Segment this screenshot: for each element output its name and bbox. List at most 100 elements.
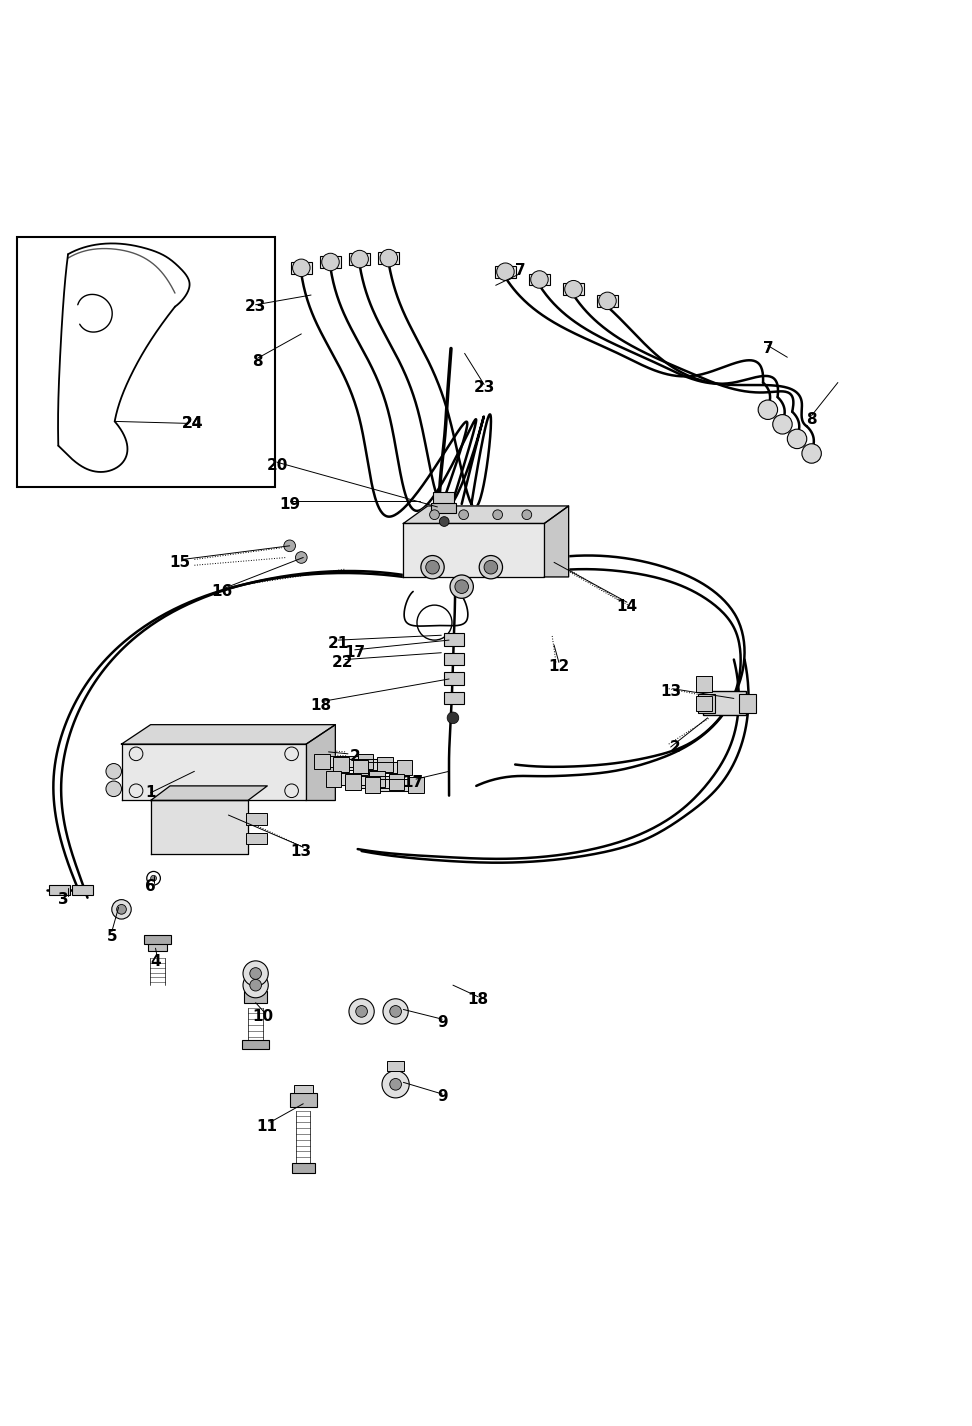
Polygon shape xyxy=(151,786,267,800)
Text: 3: 3 xyxy=(58,893,68,907)
Circle shape xyxy=(479,556,503,579)
Bar xyxy=(378,252,399,264)
Circle shape xyxy=(250,980,261,991)
Circle shape xyxy=(380,250,398,267)
Bar xyxy=(444,633,464,646)
Circle shape xyxy=(250,968,261,980)
Bar xyxy=(377,757,393,773)
Text: 23: 23 xyxy=(473,379,495,395)
Circle shape xyxy=(493,511,503,519)
Bar xyxy=(389,774,404,790)
Bar xyxy=(433,492,454,503)
Circle shape xyxy=(497,262,514,281)
Polygon shape xyxy=(306,724,335,800)
Bar xyxy=(320,257,341,268)
Circle shape xyxy=(599,292,616,309)
Text: 14: 14 xyxy=(616,599,638,613)
Bar xyxy=(345,774,361,790)
Text: 5: 5 xyxy=(107,930,117,944)
Circle shape xyxy=(117,904,126,914)
Polygon shape xyxy=(122,744,306,800)
Bar xyxy=(244,991,267,1002)
Circle shape xyxy=(322,254,339,271)
Text: 18: 18 xyxy=(310,697,331,713)
Bar xyxy=(148,941,167,951)
Bar xyxy=(369,771,385,787)
Bar xyxy=(696,676,712,692)
Polygon shape xyxy=(403,523,544,578)
Circle shape xyxy=(773,415,792,434)
Text: 21: 21 xyxy=(328,636,349,650)
Text: 1: 1 xyxy=(146,786,156,800)
Bar xyxy=(349,254,370,265)
Text: 8: 8 xyxy=(253,354,262,369)
Bar xyxy=(444,692,464,704)
Polygon shape xyxy=(544,506,569,578)
Circle shape xyxy=(284,540,295,552)
Text: 6: 6 xyxy=(145,878,156,894)
Text: 24: 24 xyxy=(182,416,203,431)
Polygon shape xyxy=(377,779,408,791)
Bar xyxy=(444,672,464,684)
Text: 2: 2 xyxy=(670,740,681,754)
Bar xyxy=(292,1164,315,1172)
Polygon shape xyxy=(151,800,248,854)
Bar xyxy=(242,1040,269,1050)
Text: 7: 7 xyxy=(515,264,525,278)
Circle shape xyxy=(439,516,449,526)
Bar xyxy=(563,284,584,295)
Circle shape xyxy=(484,560,498,575)
Circle shape xyxy=(450,575,473,599)
Bar xyxy=(294,1085,313,1094)
Circle shape xyxy=(531,271,548,288)
Text: 12: 12 xyxy=(548,659,570,674)
Circle shape xyxy=(522,511,532,519)
Polygon shape xyxy=(346,759,377,770)
Text: 24: 24 xyxy=(182,416,203,431)
Text: 15: 15 xyxy=(169,555,191,570)
Text: 19: 19 xyxy=(279,496,300,512)
Circle shape xyxy=(565,281,582,298)
Circle shape xyxy=(802,443,821,463)
Circle shape xyxy=(426,560,439,575)
Bar xyxy=(698,693,715,713)
Bar xyxy=(597,295,618,307)
Circle shape xyxy=(382,1071,409,1098)
Circle shape xyxy=(390,1078,401,1089)
Polygon shape xyxy=(327,756,358,767)
Circle shape xyxy=(390,1005,401,1017)
Text: 9: 9 xyxy=(437,1089,447,1105)
Bar xyxy=(246,833,267,844)
Bar xyxy=(495,265,516,278)
Circle shape xyxy=(243,961,268,987)
Bar xyxy=(290,1094,317,1107)
Circle shape xyxy=(349,998,374,1024)
Circle shape xyxy=(430,511,439,519)
Circle shape xyxy=(459,511,469,519)
Circle shape xyxy=(293,260,310,277)
Bar xyxy=(364,777,380,793)
Bar xyxy=(358,754,373,770)
Bar xyxy=(49,886,70,894)
Circle shape xyxy=(758,401,778,419)
Circle shape xyxy=(295,552,307,563)
Circle shape xyxy=(455,580,469,593)
Bar xyxy=(696,696,712,712)
Circle shape xyxy=(356,1005,367,1017)
Bar xyxy=(246,813,267,824)
Circle shape xyxy=(787,429,807,449)
Text: 17: 17 xyxy=(402,776,424,790)
Text: 4: 4 xyxy=(151,954,160,970)
Polygon shape xyxy=(122,724,335,744)
Circle shape xyxy=(243,973,268,998)
Text: 10: 10 xyxy=(252,1008,273,1024)
Text: 18: 18 xyxy=(468,992,489,1007)
Polygon shape xyxy=(365,761,397,773)
Text: 17: 17 xyxy=(344,645,365,660)
Text: 2: 2 xyxy=(349,749,361,764)
Text: 20: 20 xyxy=(266,458,288,472)
Bar xyxy=(353,760,368,776)
Bar xyxy=(444,653,464,666)
Polygon shape xyxy=(338,773,369,784)
Bar xyxy=(739,693,756,713)
